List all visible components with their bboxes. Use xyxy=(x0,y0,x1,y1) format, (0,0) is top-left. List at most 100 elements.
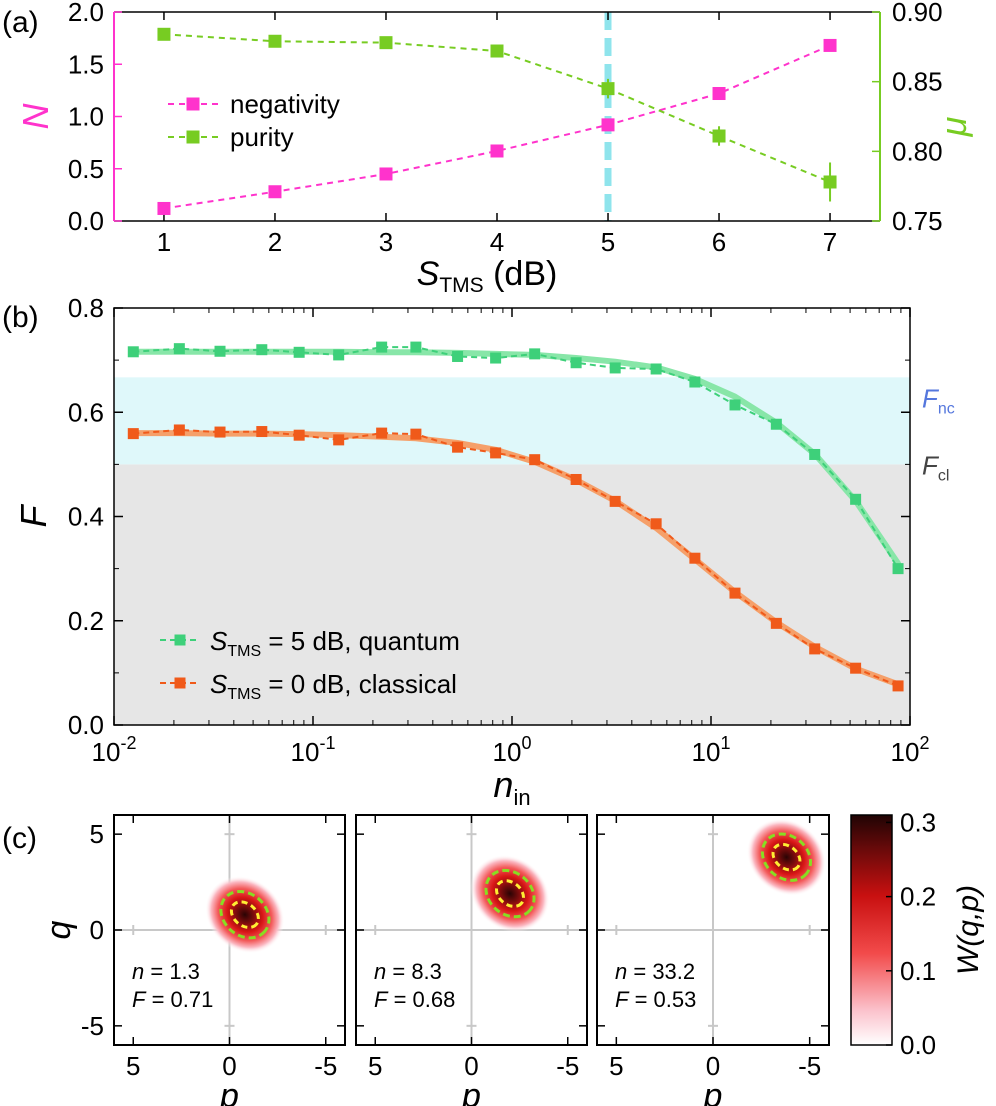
y-right-axis-label: μ xyxy=(933,116,974,137)
negativity-point xyxy=(490,144,504,158)
y-right-tick-label: 0.85 xyxy=(892,67,943,97)
negativity-point xyxy=(712,87,726,101)
y-left-tick-label: 0.5 xyxy=(68,154,104,184)
p-tick-label: 5 xyxy=(609,1051,623,1081)
purity-point xyxy=(601,82,615,96)
fidelity-annotation: F = 0.71 xyxy=(132,987,213,1012)
quantum-point xyxy=(892,563,904,575)
quantum-point xyxy=(410,341,422,353)
x-tick-label: 1 xyxy=(157,227,171,257)
fidelity-annotation: F = 0.53 xyxy=(615,987,696,1012)
classical-point xyxy=(410,428,422,440)
x-tick-label: 10-2 xyxy=(92,733,137,767)
x-tick-label: 100 xyxy=(493,733,532,767)
contour-inner xyxy=(771,842,802,872)
y-left-tick-label: 1.5 xyxy=(68,49,104,79)
legend-marker xyxy=(186,97,200,111)
legend-classical: STMS = 0 dB, classical xyxy=(210,669,457,703)
y-tick-label: 0.4 xyxy=(68,502,104,532)
x-axis-label: nin xyxy=(493,764,530,810)
y-right-tick-label: 0.90 xyxy=(892,0,943,27)
quantum-point xyxy=(770,418,782,430)
colorbar-tick-label: 0.2 xyxy=(900,882,936,912)
p-axis-label: p xyxy=(219,1077,239,1106)
quantum-point xyxy=(529,348,541,360)
quantum-point xyxy=(689,376,701,388)
p-tick-label: 0 xyxy=(222,1051,236,1081)
negativity-point xyxy=(823,38,837,52)
x-tick-label: 6 xyxy=(712,227,726,257)
y-tick-label: 0.8 xyxy=(68,293,104,323)
q-tick-label: -5 xyxy=(81,1011,104,1041)
p-tick-label: 5 xyxy=(368,1051,382,1081)
negativity-point xyxy=(601,118,615,132)
legend-purity: purity xyxy=(230,122,294,152)
contour-inner xyxy=(229,900,260,929)
classical-region xyxy=(114,464,910,725)
colorbar-label: W(q,p) xyxy=(952,885,985,975)
quantum-data-line xyxy=(133,346,899,570)
contour-outer xyxy=(484,868,536,919)
legend-marker xyxy=(174,634,186,646)
y-left-tick-label: 1.0 xyxy=(68,102,104,132)
classical-point xyxy=(689,552,701,564)
x-tick-label: 10-1 xyxy=(291,733,336,767)
y-tick-label: 0.0 xyxy=(68,710,104,740)
wigner-distribution xyxy=(205,876,285,954)
x-tick-label: 101 xyxy=(692,733,731,767)
classical-point xyxy=(529,454,541,466)
classical-point xyxy=(650,518,662,530)
p-tick-label: -5 xyxy=(314,1051,337,1081)
panel-c-label: (c) xyxy=(2,822,37,855)
classical-point xyxy=(376,427,388,439)
purity-point xyxy=(823,175,837,189)
quantum-fit-curve xyxy=(130,348,902,567)
threshold-label-nc: Fnc xyxy=(922,383,955,417)
legend-quantum: STMS = 5 dB, quantum xyxy=(210,626,460,660)
classical-point xyxy=(770,617,782,629)
panel-c-maps: 5 5 0 0 -5 -5 n = 1.3 F = 0.71 p 5 0 -5 n = 8.3 F = 0… xyxy=(40,807,985,1106)
classical-point xyxy=(809,643,821,655)
quantum-point xyxy=(452,350,464,362)
q-tick-label: 5 xyxy=(90,819,104,849)
legend-marker xyxy=(186,130,200,144)
legend-negativity: negativity xyxy=(230,89,340,119)
classical-point xyxy=(490,447,502,459)
classical-data-line xyxy=(133,428,899,687)
y-tick-label: 0.6 xyxy=(68,397,104,427)
p-tick-label: 0 xyxy=(706,1051,720,1081)
wigner-distribution xyxy=(470,854,550,933)
purity-point xyxy=(490,44,504,58)
y-right-tick-label: 0.80 xyxy=(892,136,943,166)
x-axis-label: STMS (dB) xyxy=(417,255,558,297)
no-cloning-region xyxy=(114,377,910,465)
p-axis-label: p xyxy=(461,1077,481,1106)
purity-point xyxy=(712,129,726,143)
threshold-label-cl: Fcl xyxy=(922,450,949,484)
panel-a-chart: 1 2 3 4 5 6 7 0.0 0.5 1.0 1.5 2.0 0.75 0.80 0.85 0.90 ST… xyxy=(15,0,974,297)
colorbar-tick-label: 0.0 xyxy=(900,1030,936,1060)
quantum-point xyxy=(256,344,268,356)
contour-outer xyxy=(760,832,813,882)
quantum-point xyxy=(127,346,139,358)
colorbar xyxy=(850,814,893,1046)
fidelity-annotation: F = 0.68 xyxy=(374,987,455,1012)
classical-point xyxy=(173,424,185,436)
classical-point xyxy=(293,429,305,441)
x-tick-label: 7 xyxy=(823,227,837,257)
x-tick-label: 102 xyxy=(891,733,930,767)
quantum-point xyxy=(570,357,582,369)
quantum-point xyxy=(293,346,305,358)
p-tick-label: 0 xyxy=(464,1051,478,1081)
x-tick-label: 2 xyxy=(268,227,282,257)
wigner-map-1: 5 5 0 0 -5 -5 n = 1.3 F = 0.71 p xyxy=(81,814,346,1106)
quantum-point xyxy=(490,352,502,364)
classical-point xyxy=(214,426,226,438)
wigner-map-3: 5 0 -5 n = 33.2 F = 0.53 p xyxy=(596,814,830,1106)
y-right-tick-label: 0.75 xyxy=(892,206,943,236)
negativity-point xyxy=(157,201,171,215)
wigner-distribution xyxy=(746,818,827,896)
classical-point xyxy=(850,662,862,674)
classical-point xyxy=(570,473,582,485)
